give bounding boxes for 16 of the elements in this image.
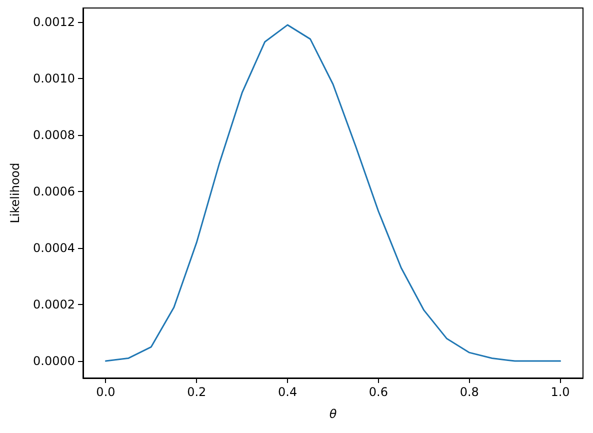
y-tick-label: 0.0004 [33, 241, 75, 256]
x-tick-label: 0.4 [278, 385, 298, 399]
y-tick-label: 0.0008 [33, 128, 75, 142]
x-tick-label: 0.2 [187, 385, 206, 399]
y-tick-label: 0.0002 [33, 298, 75, 312]
y-axis-title: Likelihood [8, 162, 22, 224]
y-tick-label: 0.0012 [33, 15, 75, 30]
x-tick-label: 0.0 [96, 385, 116, 399]
x-tick-label: 1.0 [550, 385, 570, 399]
y-tick-label: 0.0000 [33, 354, 75, 368]
x-tick-label: 0.6 [368, 385, 388, 399]
x-tick-label: 0.8 [460, 385, 479, 399]
y-tick-label: 0.0006 [33, 184, 75, 199]
y-tick-label: 0.0010 [33, 72, 75, 86]
line-series [104, 24, 562, 362]
x-axis-title: θ [329, 407, 338, 421]
